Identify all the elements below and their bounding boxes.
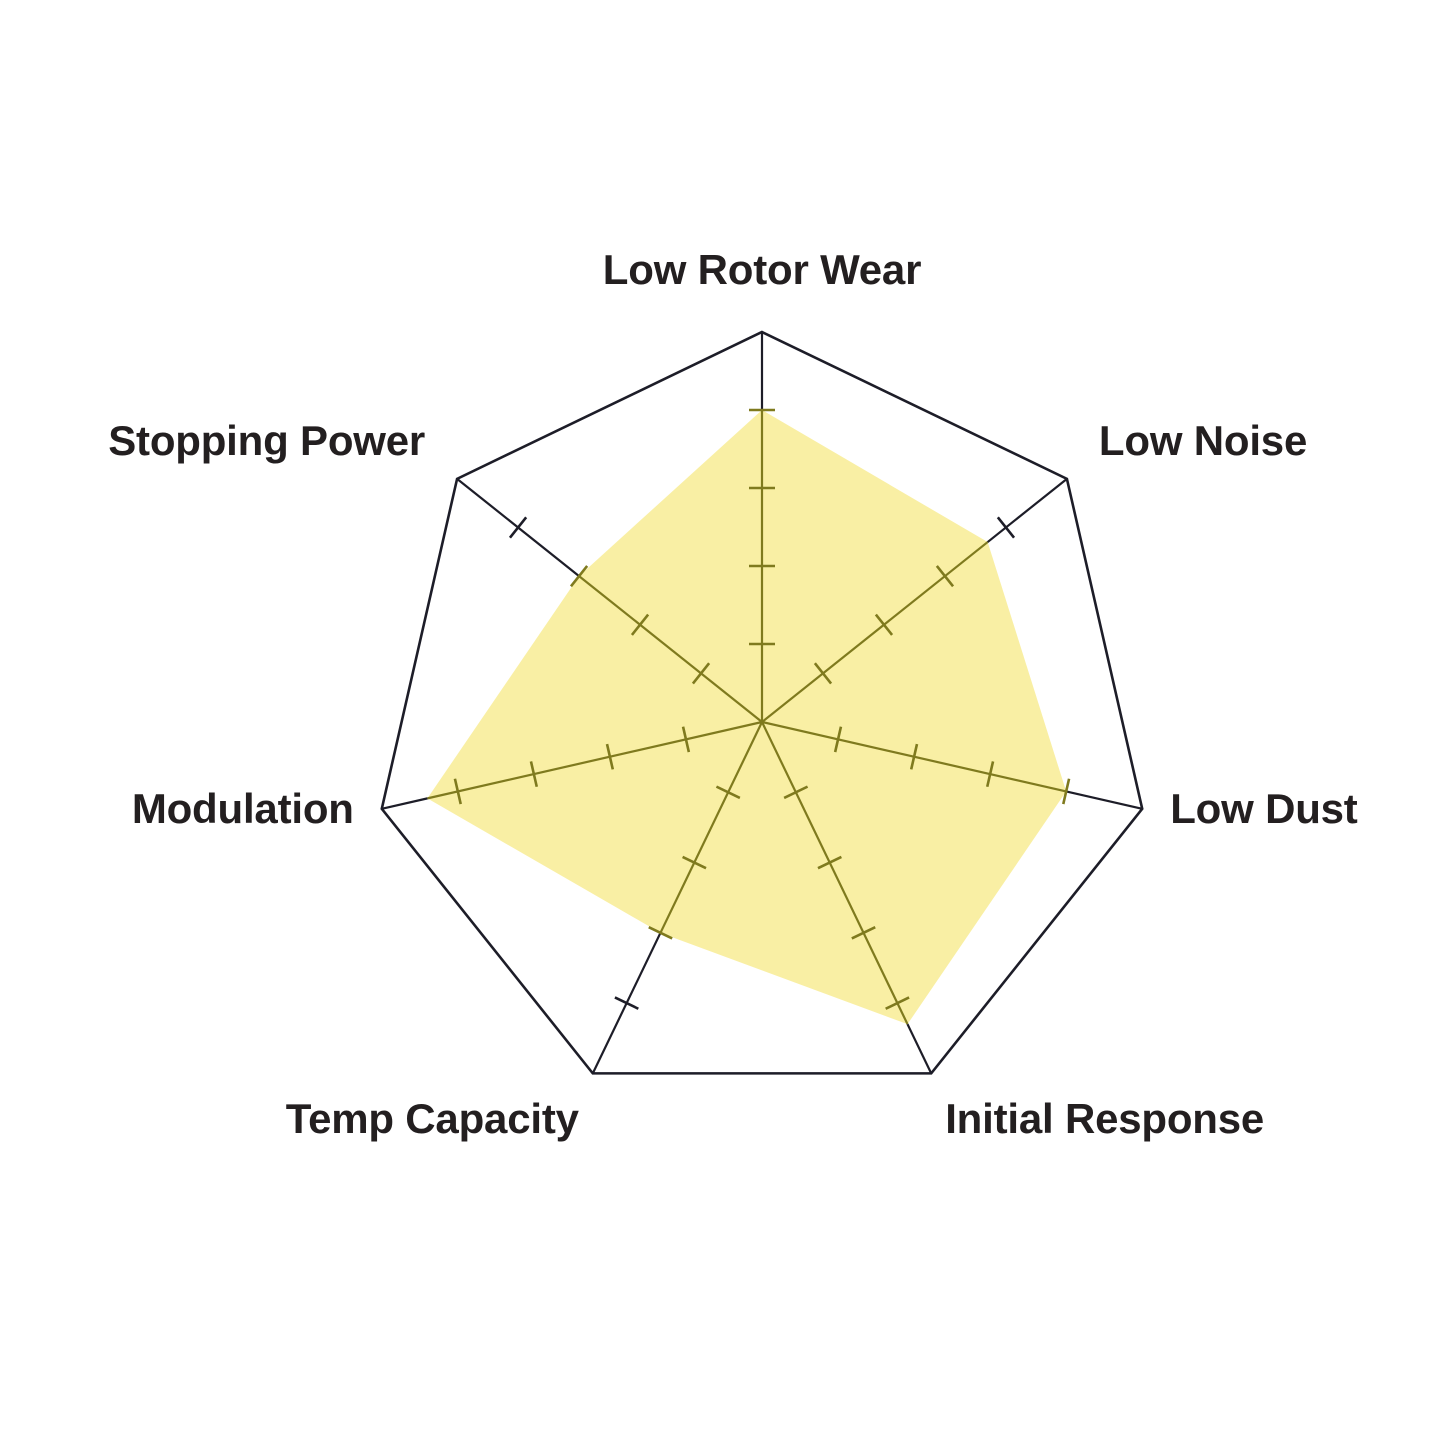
- axis-tick-4-2: [682, 855, 707, 870]
- axis-tick-4-1: [715, 785, 741, 800]
- axis-spoke-outer-1: [986, 477, 1068, 543]
- axis-tick-1-2: [874, 613, 894, 636]
- axis-tick-5-1: [681, 726, 691, 753]
- axis-spoke-inner-3: [761, 721, 909, 1025]
- axis-tick-3-4: [885, 996, 910, 1010]
- axis-label-low-rotor-wear: Low Rotor Wear: [602, 246, 922, 293]
- axis-tick-6-3: [569, 565, 589, 588]
- outer-heptagon-outline: [380, 330, 1144, 1075]
- axis-spoke-inner-5: [427, 720, 763, 800]
- axis-tick-1-4: [996, 516, 1016, 539]
- axis-ticks-layer: [453, 408, 1071, 1010]
- axis-tick-3-1: [783, 785, 809, 800]
- axis-label-stopping-power: Stopping Power: [108, 416, 426, 464]
- axis-tick-4-3: [648, 926, 673, 940]
- outer-boundary-polygon: [380, 330, 1144, 1075]
- axis-tick-1-3: [935, 565, 955, 588]
- axis-tick-1-1: [813, 662, 833, 685]
- axis-tick-6-4: [508, 516, 528, 539]
- axis-tick-5-4: [453, 778, 462, 805]
- axis-tick-2-3: [985, 761, 995, 788]
- axis-tick-3-2: [817, 855, 842, 870]
- axis-spoke-inner-6: [578, 575, 763, 723]
- axis-tick-6-1: [691, 662, 711, 685]
- axis-spoke-inner-4: [659, 721, 763, 934]
- axis-tick-3-3: [851, 926, 876, 940]
- data-polygon: [427, 410, 1067, 1025]
- axis-tick-4-4: [614, 996, 639, 1010]
- axis-spoke-outer-2: [1065, 790, 1143, 810]
- axis-label-low-dust: Low Dust: [1170, 784, 1358, 832]
- axis-label-modulation: Modulation: [131, 784, 354, 832]
- axis-spoke-outer-5: [381, 797, 428, 810]
- axis-label-initial-response: Initial Response: [945, 1095, 1265, 1143]
- axis-label-low-noise: Low Noise: [1098, 416, 1308, 464]
- axis-tick-2-1: [833, 726, 843, 753]
- axis-label-temp-capacity: Temp Capacity: [285, 1095, 579, 1143]
- axis-tick-2-2: [909, 743, 919, 770]
- axis-tick-2-4: [1062, 778, 1071, 805]
- axis-spoke-outer-3: [906, 1023, 933, 1074]
- axis-tick-6-2: [630, 613, 650, 636]
- data-area-fill-layer: [427, 410, 1067, 1025]
- axis-tick-5-2: [605, 743, 615, 770]
- axis-spoke-inner-1: [761, 541, 989, 723]
- axis-tick-5-3: [529, 761, 539, 788]
